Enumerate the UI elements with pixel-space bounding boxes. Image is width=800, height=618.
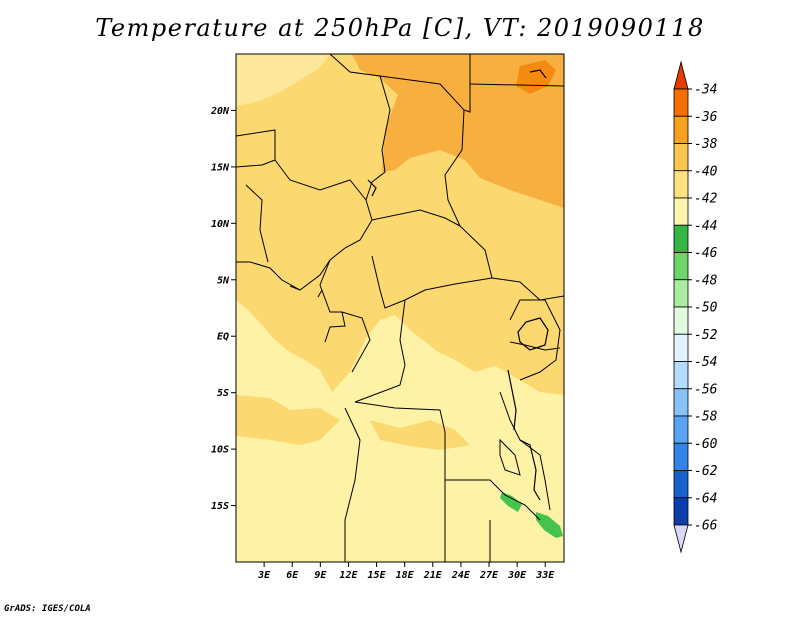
colorbar-label: -36 (694, 110, 718, 125)
x-tick-label: 27E (479, 570, 499, 581)
x-tick-label: 18E (396, 570, 415, 581)
x-tick-label: 12E (339, 570, 358, 581)
lake-outlines (367, 69, 549, 501)
map-title: Temperature at 250hPa [C], VT: 201909011… (95, 14, 705, 42)
colorbar-label: -54 (694, 355, 717, 370)
colorbar-label: -60 (694, 437, 718, 452)
colorbar-swatch (673, 88, 689, 117)
colorbar-label: -58 (694, 410, 718, 425)
field-minus-38 (352, 54, 564, 208)
grads-credit: GrADS: IGES/COLA (4, 604, 91, 614)
y-tick-label: 5N (217, 275, 230, 286)
colorbar-swatch (673, 333, 689, 362)
longitude-axis: 3E 6E 9E 12E 15E 18E 21E 24E 27E 30E 33E (257, 562, 555, 581)
y-tick-label: 15N (211, 162, 230, 173)
colorbar-label: -40 (694, 164, 718, 179)
y-tick-label: 20N (210, 106, 230, 117)
colorbar-swatch (673, 306, 689, 335)
colorbar-swatch (673, 470, 689, 499)
colorbar-bottom-arrow (673, 524, 689, 554)
x-tick-label: 24E (451, 570, 471, 581)
country-boundaries (235, 53, 565, 562)
colorbar-swatch (673, 361, 689, 390)
colorbar-swatch (673, 143, 689, 172)
colorbar-label: -66 (694, 519, 718, 534)
colorbar-swatch (673, 497, 689, 526)
colorbar-label: -50 (694, 301, 718, 316)
y-tick-label: 10N (211, 219, 230, 230)
map-panel (235, 53, 565, 563)
y-tick-label: 5S (217, 388, 229, 399)
y-tick-label: 10S (211, 445, 229, 456)
colorbar-swatch (673, 170, 689, 199)
colorbar-label: -62 (694, 464, 718, 479)
colorbar-swatch (673, 388, 689, 417)
map-frame (235, 53, 565, 563)
field-minus-42-north (236, 54, 330, 106)
field-minus-44-patch-1 (500, 492, 522, 512)
colorbar-label: -38 (694, 137, 718, 152)
colorbar-label: -46 (694, 246, 718, 261)
x-tick-label: 9E (314, 570, 327, 581)
field-minus-40-south (236, 395, 340, 445)
x-tick-label: 3E (257, 570, 271, 581)
colorbar-label: -42 (694, 192, 718, 207)
colorbar-label: -48 (694, 273, 718, 288)
colorbar-swatch (673, 224, 689, 253)
x-tick-label: 21E (423, 570, 443, 581)
y-tick-label: 15S (211, 501, 229, 512)
colorbar-swatch (673, 442, 689, 471)
colorbar-top-arrow (673, 60, 689, 90)
x-tick-label: 30E (507, 570, 527, 581)
colorbar-label: -56 (694, 382, 718, 397)
colorbar-label: -52 (694, 328, 718, 343)
y-tick-label: EQ (217, 332, 229, 343)
x-tick-label: 6E (286, 570, 299, 581)
x-tick-label: 33E (535, 570, 555, 581)
colorbar-swatch (673, 115, 689, 144)
colorbar-swatch (673, 197, 689, 226)
x-tick-label: 15E (368, 570, 387, 581)
colorbar-swatch (673, 279, 689, 308)
colorbar-label: -64 (694, 491, 717, 506)
colorbar-label: -44 (694, 219, 717, 234)
colorbar-swatch (673, 415, 689, 444)
colorbar: -34 -36 -38 -40 -42 -44 -46 -48 -50 -52 -54 -56 -58 -… (673, 60, 718, 554)
field-minus-44-patch-2 (536, 512, 563, 538)
colorbar-swatch (673, 252, 689, 281)
colorbar-label: -34 (694, 83, 717, 98)
latitude-axis: 20N 15N 10N 5N EQ 5S 10S 15S (210, 106, 236, 512)
